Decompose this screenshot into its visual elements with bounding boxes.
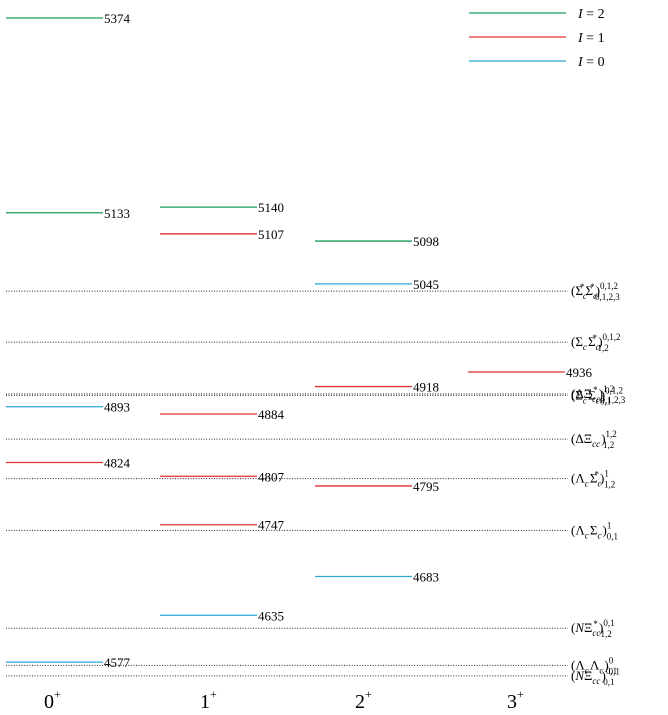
x-tick-label: 0+ bbox=[44, 687, 61, 713]
level-value-label: 5374 bbox=[104, 11, 131, 26]
threshold-label: (ΔΞcc )1,2 1,2 bbox=[571, 429, 617, 450]
level-value-label: 4747 bbox=[258, 518, 285, 533]
legend: I = 2 I = 1 I = 0 bbox=[469, 7, 605, 70]
level-value-label: 4807 bbox=[258, 469, 285, 484]
legend-label: I = 0 bbox=[577, 55, 605, 70]
level-value-label: 5045 bbox=[413, 277, 439, 292]
level-value-label: 4936 bbox=[566, 365, 593, 380]
level-value-label: 4577 bbox=[104, 655, 131, 670]
level-value-label: 5140 bbox=[258, 200, 284, 215]
level-value-label: 4824 bbox=[104, 456, 131, 471]
level-value-label: 4918 bbox=[413, 380, 439, 395]
level-value-label: 4635 bbox=[258, 608, 284, 623]
x-tick-label: 3+ bbox=[507, 687, 524, 713]
threshold-lines: (Σc* Σc* )0,1,2 0,1,2,3 (Σc Σc* )0,1,2 1,2 (… bbox=[6, 281, 626, 687]
threshold-label: (Λc Σc* )1 1,2 bbox=[571, 469, 615, 490]
level-value-label: 5098 bbox=[413, 234, 439, 249]
threshold-label: (Σc Σc )0,1,2 0,1 bbox=[571, 385, 623, 406]
threshold-label: (NΞcc* )0,1 1,2 bbox=[571, 618, 614, 639]
threshold-label: (Λc Λc )0 0,1 bbox=[571, 655, 620, 676]
threshold-label: (ΔΞcc* )1,2 0,1,2,3 bbox=[571, 384, 626, 405]
level-value-label: 4795 bbox=[413, 479, 439, 494]
x-tick-label: 1+ bbox=[200, 687, 217, 713]
x-axis-labels: 0+ 1+ 2+ 3+ bbox=[44, 687, 524, 713]
level-value-label: 5107 bbox=[258, 227, 285, 242]
level-value-label: 4683 bbox=[413, 569, 439, 584]
threshold-label: (Σc* Σc* )0,1,2 0,1,2,3 bbox=[571, 281, 620, 302]
level-value-label: 4893 bbox=[104, 400, 130, 415]
threshold-label: (Σc Σc* )0,1,2 1,2 bbox=[571, 332, 621, 353]
level-lines: 5374 5133 4893 4824 4577 5140 5107 4884 4807 4747… bbox=[6, 11, 593, 670]
legend-label: I = 2 bbox=[577, 7, 605, 22]
threshold-label: (Λc Σc )1 0,1 bbox=[571, 520, 618, 541]
level-value-label: 5133 bbox=[104, 206, 130, 221]
legend-label: I = 1 bbox=[577, 31, 605, 46]
level-value-label: 4884 bbox=[258, 407, 285, 422]
x-tick-label: 2+ bbox=[355, 687, 372, 713]
threshold-label: (NΞcc )0,1 0,1 bbox=[571, 666, 617, 687]
